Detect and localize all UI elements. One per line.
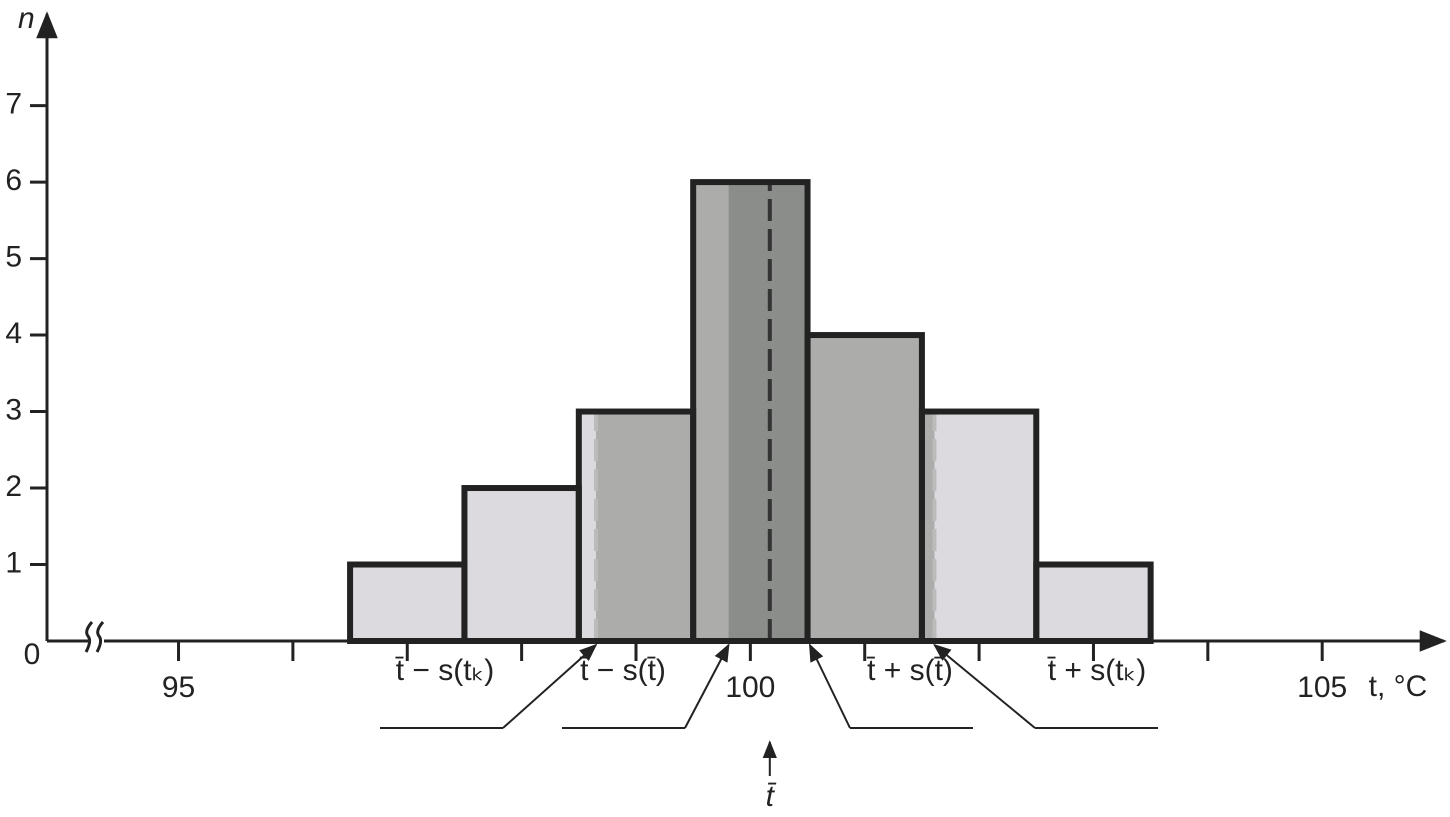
x-tick-label: 105 bbox=[1297, 671, 1347, 704]
y-tick-label: 5 bbox=[5, 240, 22, 273]
bar-fill bbox=[1036, 564, 1151, 641]
marker-arrow bbox=[808, 643, 851, 729]
band-inner bbox=[807, 335, 922, 641]
marker-label: t̄ + s(tₖ) bbox=[1046, 654, 1146, 687]
band-inner bbox=[921, 411, 935, 641]
bar-fill bbox=[464, 488, 579, 641]
x-axis-label: t, °C bbox=[1369, 670, 1428, 703]
marker-label: t̄ − s(t̄) bbox=[579, 654, 666, 687]
marker-label: t̄ + s(t̄) bbox=[866, 654, 953, 687]
y-tick-label: 1 bbox=[5, 546, 22, 579]
y-tick-label: 6 bbox=[5, 164, 22, 197]
bar-fill bbox=[921, 411, 1037, 641]
y-axis-label: n bbox=[18, 2, 35, 35]
axis-break bbox=[84, 621, 94, 653]
bar-fill bbox=[350, 564, 465, 641]
marker-label: t̄ − s(tₖ) bbox=[394, 654, 494, 687]
y-tick-label: 0 bbox=[24, 638, 41, 671]
y-tick-label: 3 bbox=[5, 393, 22, 426]
y-tick-label: 4 bbox=[5, 317, 22, 350]
x-tick-label: 100 bbox=[725, 671, 775, 704]
y-tick-label: 2 bbox=[5, 470, 22, 503]
axis-break bbox=[95, 621, 105, 653]
band-inner bbox=[595, 411, 694, 641]
x-tick-label: 95 bbox=[162, 671, 195, 704]
marker-arrow bbox=[933, 643, 1036, 729]
marker-arrow bbox=[684, 643, 730, 729]
marker-label: t̄ bbox=[766, 780, 777, 813]
y-tick-label: 7 bbox=[5, 88, 22, 121]
marker-arrow bbox=[502, 643, 598, 729]
